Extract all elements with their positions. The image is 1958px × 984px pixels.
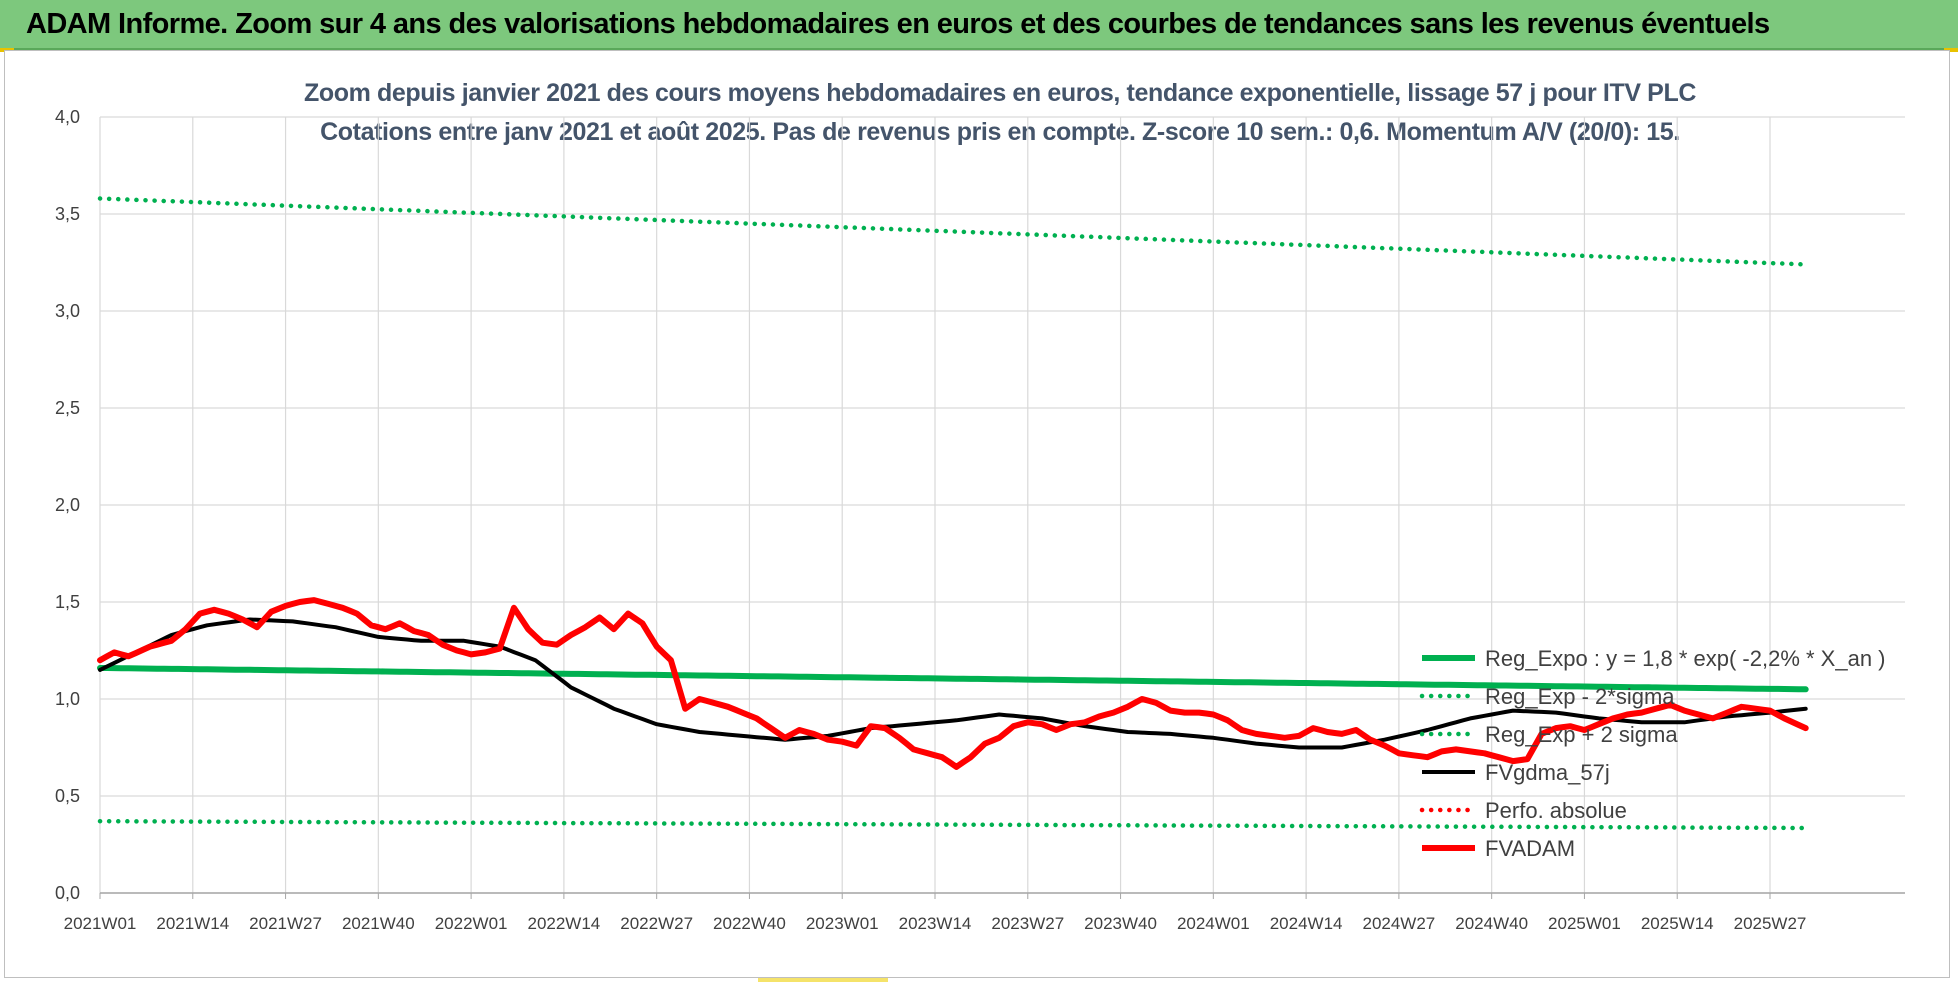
legend-label: FVgdma_57j [1485, 760, 1610, 785]
x-tick-label: 2021W14 [156, 914, 229, 933]
series-line-3 [98, 617, 1808, 750]
x-tick-label: 2024W27 [1362, 914, 1435, 933]
y-tick-label: 2,0 [55, 495, 80, 515]
x-tick-label: 2024W40 [1455, 914, 1528, 933]
banner-title: ADAM Informe. Zoom sur 4 ans des valoris… [26, 8, 1770, 40]
x-tick-label: 2024W01 [1177, 914, 1250, 933]
bottom-accent [758, 978, 888, 982]
x-tick-label: 2021W01 [64, 914, 137, 933]
legend-label: Reg_Expo : y = 1,8 * exp( -2,2% * X_an ) [1485, 646, 1886, 671]
header-banner: ADAM Informe. Zoom sur 4 ans des valoris… [0, 0, 1958, 50]
legend-label: Perfo. absolue [1485, 798, 1627, 823]
y-tick-label: 0,5 [55, 786, 80, 806]
x-tick-label: 2023W14 [899, 914, 972, 933]
y-tick-label: 3,5 [55, 204, 80, 224]
series-line-1 [97, 818, 1808, 831]
x-tick-label: 2022W27 [620, 914, 693, 933]
y-tick-label: 1,5 [55, 592, 80, 612]
x-tick-label: 2025W27 [1734, 914, 1807, 933]
x-tick-label: 2022W14 [527, 914, 600, 933]
chart-title-line-2: Cotations entre janv 2021 et août 2025. … [320, 118, 1680, 146]
x-tick-label: 2023W01 [806, 914, 879, 933]
series-line-5 [97, 597, 1809, 770]
y-tick-label: 2,5 [55, 398, 80, 418]
x-tick-label: 2021W27 [249, 914, 322, 933]
legend-label: Reg_Exp - 2*sigma [1485, 684, 1675, 709]
corner-accent-right [1944, 48, 1958, 52]
x-tick-label: 2022W40 [713, 914, 786, 933]
y-tick-label: 3,0 [55, 301, 80, 321]
x-tick-label: 2023W27 [991, 914, 1064, 933]
y-tick-label: 1,0 [55, 689, 80, 709]
series-line-2 [97, 196, 1808, 267]
x-tick-label: 2025W01 [1548, 914, 1621, 933]
x-tick-label: 2025W14 [1641, 914, 1714, 933]
legend-label: FVADAM [1485, 836, 1575, 861]
x-tick-label: 2021W40 [342, 914, 415, 933]
x-tick-label: 2023W40 [1084, 914, 1157, 933]
x-tick-label: 2022W01 [435, 914, 508, 933]
x-tick-label: 2024W14 [1270, 914, 1343, 933]
y-tick-label: 0,0 [55, 883, 80, 903]
y-tick-label: 4,0 [55, 107, 80, 127]
chart-title-line-1: Zoom depuis janvier 2021 des cours moyen… [304, 79, 1696, 107]
legend-label: Reg_Exp + 2 sigma [1485, 722, 1678, 747]
series-line-0 [97, 665, 1809, 693]
